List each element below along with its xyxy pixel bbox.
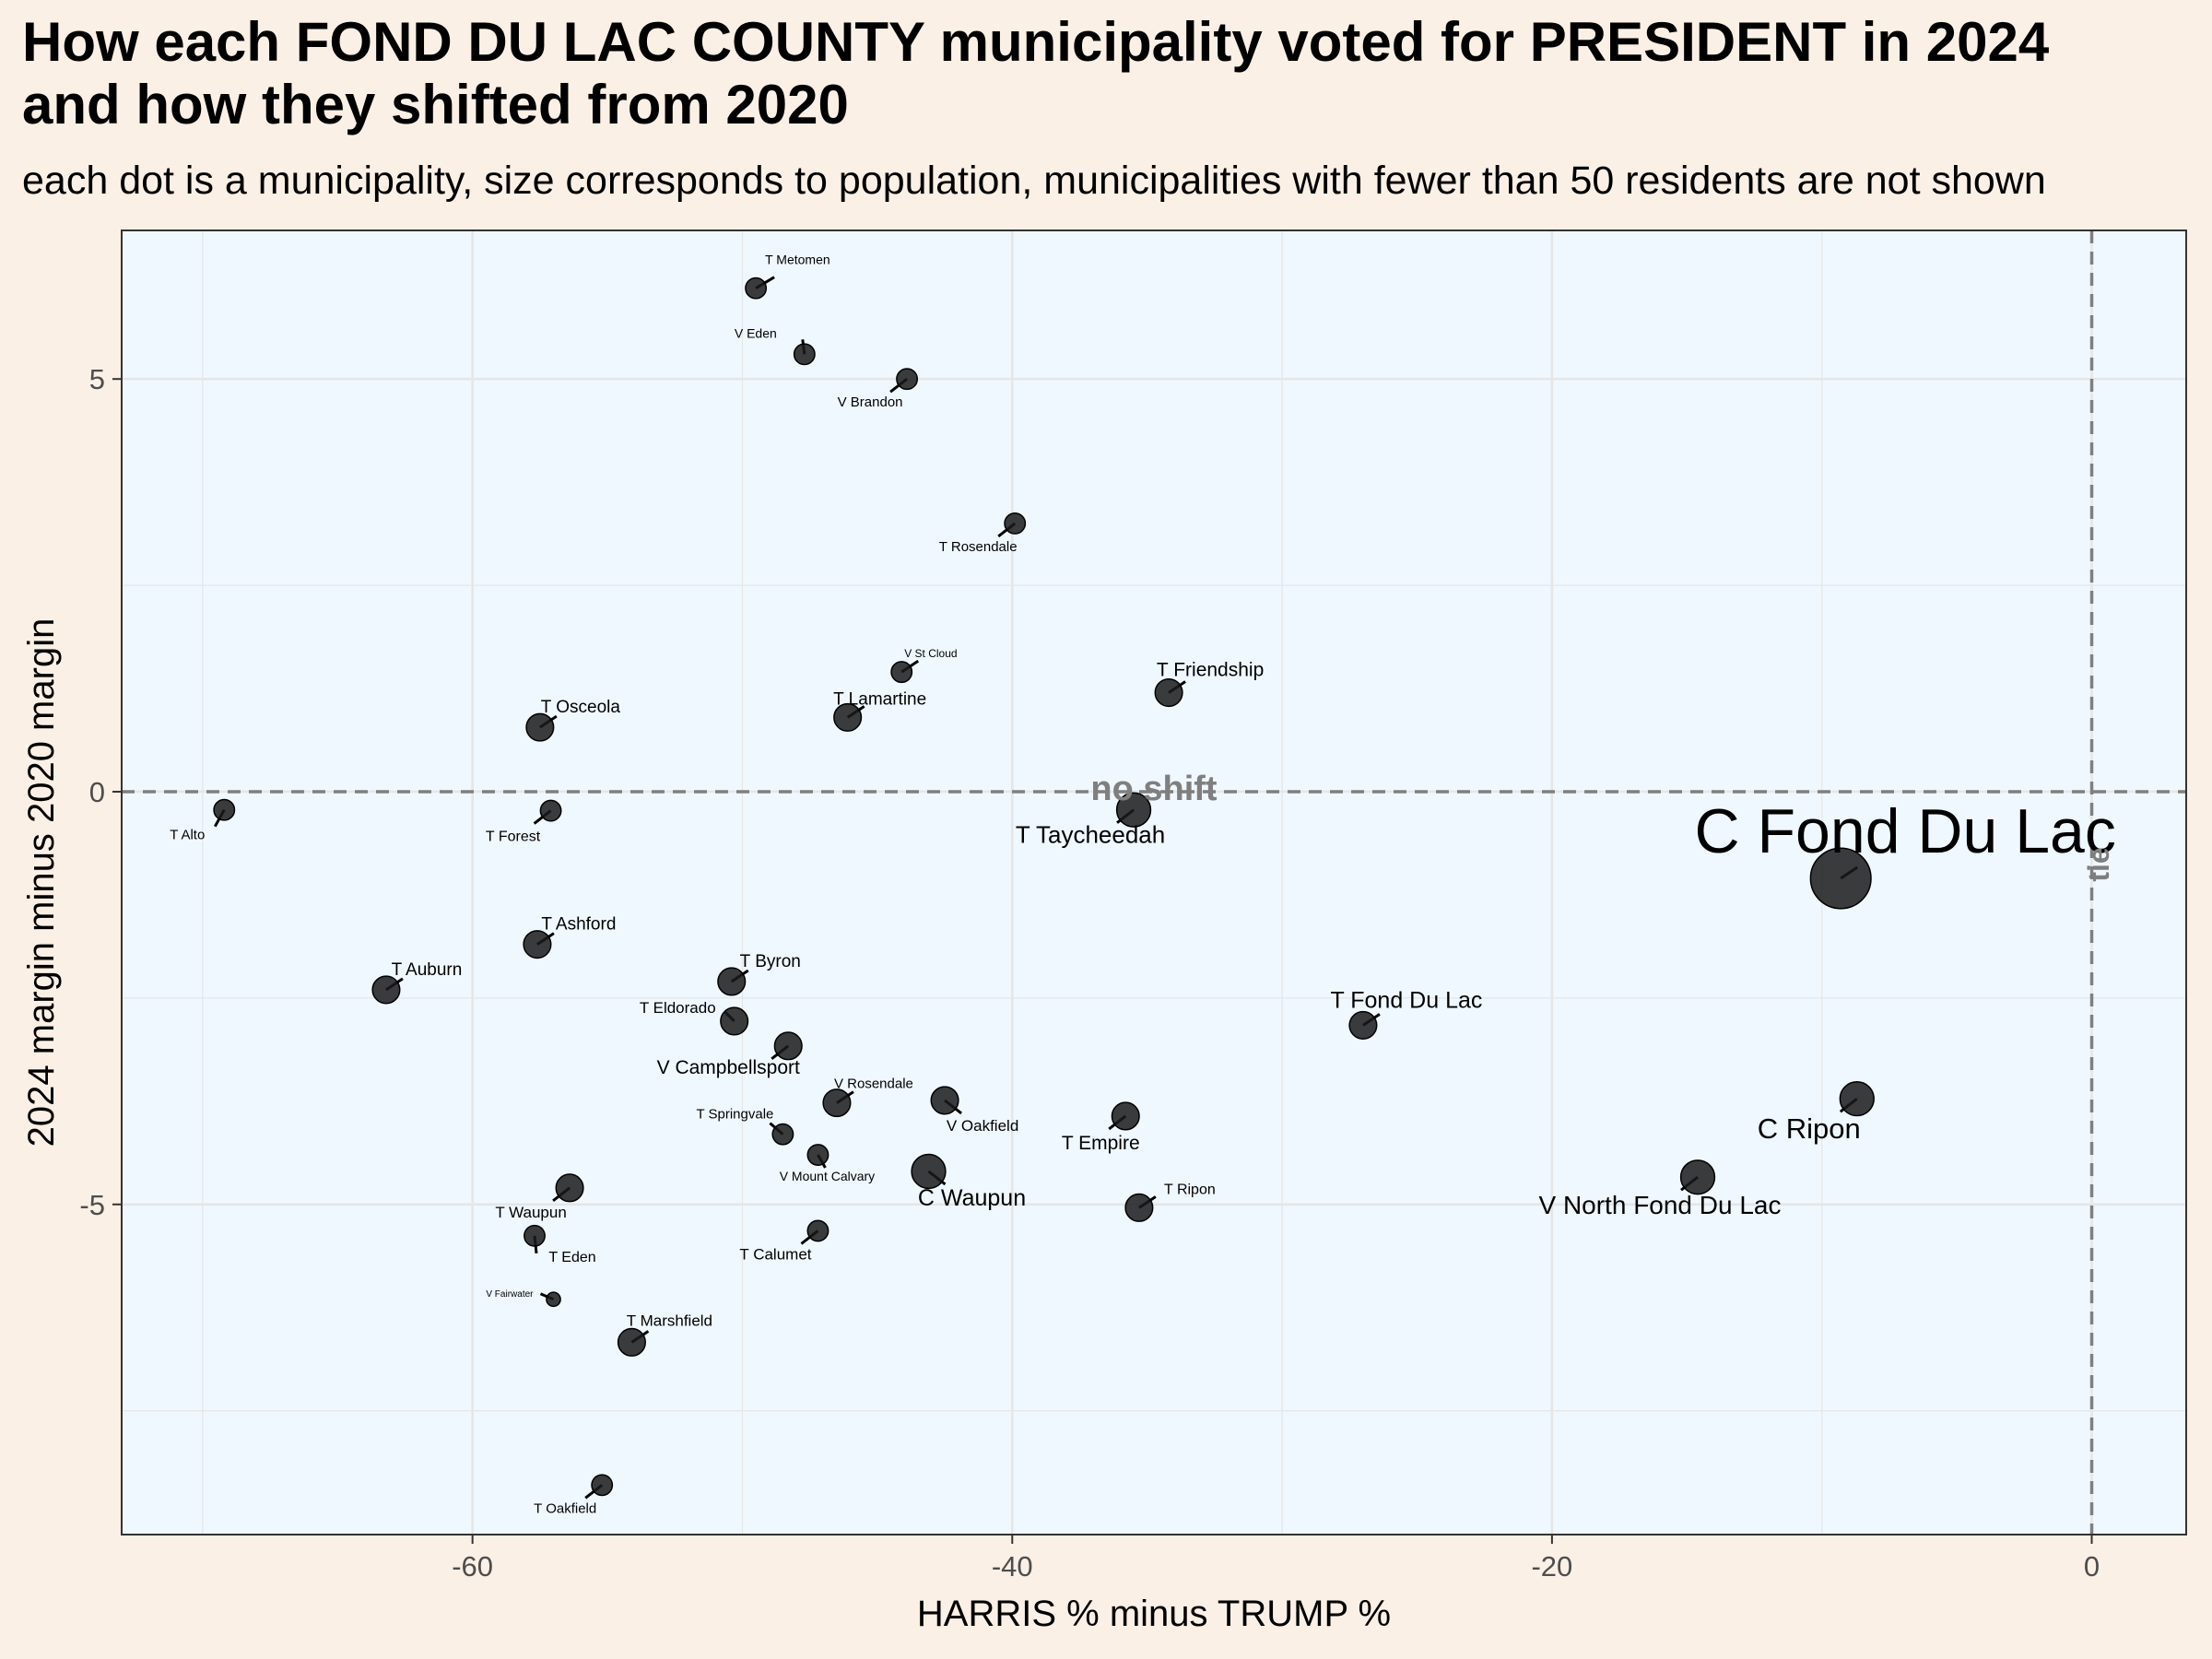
data-point (745, 276, 768, 300)
data-point (524, 1224, 546, 1247)
data-point (890, 661, 913, 684)
data-point (720, 1006, 749, 1036)
point-label: C Waupun (918, 1185, 1026, 1211)
point-label: T Eden (548, 1250, 595, 1265)
point-label: T Lamartine (833, 689, 926, 709)
point-label: T Springvale (696, 1107, 773, 1123)
data-point (911, 1153, 947, 1190)
point-label: T Metomen (765, 253, 830, 267)
point-label: V Eden (735, 325, 777, 340)
point-label: T Marshfield (627, 1312, 712, 1329)
data-point (213, 798, 236, 821)
y-tick-label: -5 (79, 1189, 105, 1221)
data-point (717, 967, 747, 996)
point-label: T Friendship (1157, 660, 1264, 681)
point-label: T Byron (740, 952, 801, 971)
point-label: C Fond Du Lac (1695, 796, 2116, 866)
data-points (213, 276, 1875, 1497)
data-point (523, 930, 552, 959)
data-point (773, 1031, 803, 1061)
data-point (555, 1173, 584, 1203)
point-label: T Alto (170, 828, 205, 843)
point-label: T Taycheedah (1016, 821, 1165, 849)
point-label: T Forest (486, 830, 541, 845)
data-point (833, 702, 863, 732)
point-label: V Brandon (838, 394, 903, 410)
x-tick-label: -40 (992, 1550, 1033, 1583)
chart-title-line-2: and how they shifted from 2020 (22, 74, 849, 135)
point-label: V Campbellsport (657, 1057, 800, 1078)
x-axis: -60 -40 -20 0 (452, 1535, 2100, 1583)
data-point (1115, 792, 1152, 828)
data-point (617, 1327, 646, 1357)
y-tick-label: 5 (89, 363, 105, 395)
y-axis: 5 0 -5 (79, 363, 122, 1221)
point-label: V Oakfield (947, 1117, 1018, 1135)
data-point (930, 1086, 959, 1115)
data-point (591, 1474, 614, 1497)
x-axis-title: HARRIS % minus TRUMP % (917, 1594, 1391, 1634)
chart-title: How each FOND DU LAC COUNTY municipality… (22, 11, 2206, 136)
data-point (806, 1219, 830, 1242)
y-axis-title: 2024 margin minus 2020 margin (21, 618, 62, 1147)
point-label: T Ripon (1164, 1182, 1216, 1197)
data-point (822, 1088, 852, 1118)
point-label: V North Fond Du Lac (1538, 1191, 1781, 1219)
plot-border (121, 229, 2187, 1535)
point-label: V St Cloud (904, 647, 957, 660)
data-point (1348, 1010, 1378, 1040)
x-tick-label: -20 (1531, 1550, 1572, 1583)
data-point (793, 343, 816, 366)
chart-subtitle: each dot is a municipality, size corresp… (22, 159, 2046, 203)
data-point (1124, 1193, 1154, 1222)
y-tick-label: 0 (89, 776, 105, 808)
point-label: C Ripon (1758, 1112, 1861, 1145)
data-point (806, 1144, 830, 1166)
point-label: T Oakfield (534, 1500, 596, 1516)
grid-lines (122, 230, 2186, 1535)
data-point (896, 368, 919, 391)
point-label: T Eldorado (640, 999, 716, 1017)
data-point (539, 799, 562, 822)
data-point (525, 712, 555, 742)
point-label: T Calumet (739, 1245, 811, 1263)
data-point (771, 1123, 794, 1146)
x-tick-label: -60 (452, 1550, 493, 1583)
point-label: T Fond Du Lac (1330, 987, 1482, 1013)
point-label: T Osceola (541, 698, 621, 717)
point-label: T Rosendale (939, 539, 1018, 555)
point-label: T Empire (1062, 1133, 1140, 1154)
plot-panel (122, 230, 2186, 1535)
tie-label: tie (2082, 847, 2115, 881)
data-point (1004, 512, 1027, 535)
point-label: T Auburn (392, 960, 463, 980)
data-point (1839, 1080, 1875, 1117)
data-point (1111, 1101, 1140, 1131)
data-point (1679, 1159, 1716, 1195)
chart-title-line-1: How each FOND DU LAC COUNTY municipality… (22, 11, 2050, 73)
no-shift-label: no shift (1090, 770, 1218, 808)
data-point (1809, 847, 1872, 910)
x-tick-label: 0 (2084, 1550, 2100, 1583)
data-point (1154, 677, 1183, 708)
point-label: T Waupun (495, 1204, 567, 1221)
point-labels: T Metomen V Eden V Brandon T Rosendale V St … (170, 253, 2116, 1517)
data-point (546, 1291, 561, 1308)
point-label: V Fairwater (486, 1289, 534, 1300)
data-point (371, 975, 401, 1005)
point-label: V Rosendale (834, 1077, 913, 1092)
point-label: V Mount Calvary (780, 1169, 875, 1183)
point-label: T Ashford (541, 915, 616, 935)
